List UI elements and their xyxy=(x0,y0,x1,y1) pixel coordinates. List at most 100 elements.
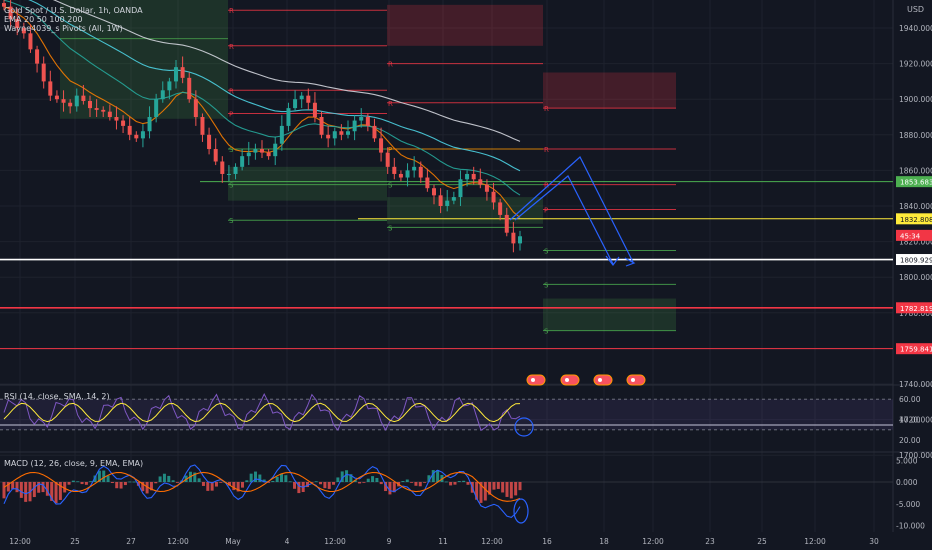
macd-histogram-bar[interactable] xyxy=(128,481,132,483)
macd-histogram-bar[interactable] xyxy=(58,482,62,500)
candle-body[interactable] xyxy=(74,95,79,107)
macd-histogram-bar[interactable] xyxy=(336,477,340,482)
projection-path-outer[interactable] xyxy=(509,156,634,263)
macd-histogram-bar[interactable] xyxy=(89,481,93,482)
macd-highlight-circle[interactable] xyxy=(513,498,529,524)
candle-body[interactable] xyxy=(359,117,364,121)
macd-histogram-bar[interactable] xyxy=(414,482,418,486)
macd-histogram-bar[interactable] xyxy=(171,480,175,482)
candle-body[interactable] xyxy=(279,125,284,144)
candle-body[interactable] xyxy=(61,99,66,103)
macd-histogram-bar[interactable] xyxy=(219,482,223,483)
macd-histogram-bar[interactable] xyxy=(453,482,457,485)
macd-histogram-bar[interactable] xyxy=(97,470,101,482)
macd-histogram-bar[interactable] xyxy=(518,482,522,491)
candle-body[interactable] xyxy=(260,149,264,153)
macd-histogram-bar[interactable] xyxy=(67,482,71,485)
macd-signal-line[interactable] xyxy=(3,471,521,502)
candle-body[interactable] xyxy=(465,173,470,180)
candle-body[interactable] xyxy=(68,102,73,107)
macd-histogram-bar[interactable] xyxy=(80,482,84,485)
candle-body[interactable] xyxy=(107,111,112,117)
horizontal-levels[interactable] xyxy=(0,181,893,426)
candle-body[interactable] xyxy=(15,19,20,28)
macd-histogram-bar[interactable] xyxy=(214,482,218,487)
macd-histogram-bar[interactable] xyxy=(501,482,505,493)
candle-body[interactable] xyxy=(326,134,331,139)
macd-histogram-bar[interactable] xyxy=(371,476,375,482)
economic-event-icon[interactable] xyxy=(526,374,546,386)
macd-histogram-bar[interactable] xyxy=(475,482,479,500)
macd-histogram-bar[interactable] xyxy=(132,481,136,483)
rsi-highlight-circle[interactable] xyxy=(514,417,534,437)
macd-histogram-bar[interactable] xyxy=(19,482,23,498)
macd-histogram-bar[interactable] xyxy=(76,481,80,483)
macd-histogram-bar[interactable] xyxy=(345,470,349,482)
user-drawings[interactable] xyxy=(509,156,636,267)
candle-body[interactable] xyxy=(398,173,403,178)
macd-histogram-bar[interactable] xyxy=(427,475,431,482)
macd-histogram-bar[interactable] xyxy=(253,471,257,482)
candle-body[interactable] xyxy=(48,81,53,96)
economic-event-icon[interactable] xyxy=(560,374,580,386)
macd-histogram-bar[interactable] xyxy=(280,473,284,482)
candle-body[interactable] xyxy=(306,95,311,103)
macd-histogram-bar[interactable] xyxy=(353,479,357,482)
rsi-signal-line[interactable] xyxy=(3,402,521,423)
macd-histogram-bar[interactable] xyxy=(271,480,275,482)
candle-body[interactable] xyxy=(187,77,192,100)
macd-histogram-bar[interactable] xyxy=(236,482,240,492)
candle-body[interactable] xyxy=(193,99,198,117)
candle-body[interactable] xyxy=(174,67,178,82)
macd-histogram-bar[interactable] xyxy=(258,474,262,482)
candle-body[interactable] xyxy=(240,156,245,167)
macd-histogram-bar[interactable] xyxy=(410,482,414,483)
candle-body[interactable] xyxy=(233,166,238,174)
candle-body[interactable] xyxy=(207,134,212,150)
candle-body[interactable] xyxy=(445,200,450,206)
candle-body[interactable] xyxy=(246,152,251,157)
macd-histogram-bar[interactable] xyxy=(314,481,318,483)
candle-body[interactable] xyxy=(392,166,397,174)
candle-body[interactable] xyxy=(127,125,132,135)
macd-histogram-bar[interactable] xyxy=(284,475,288,482)
macd-histogram-bar[interactable] xyxy=(509,482,513,499)
macd-histogram-bar[interactable] xyxy=(197,478,201,482)
candle-body[interactable] xyxy=(140,131,145,139)
macd-histogram-bar[interactable] xyxy=(496,482,500,489)
candle-body[interactable] xyxy=(438,195,443,206)
macd-histogram-bar[interactable] xyxy=(431,470,435,482)
macd-histogram-bar[interactable] xyxy=(175,482,179,483)
candle-body[interactable] xyxy=(81,95,86,101)
macd-histogram-bar[interactable] xyxy=(310,482,314,483)
macd-histogram-bar[interactable] xyxy=(379,482,383,485)
candle-body[interactable] xyxy=(299,95,304,100)
macd-histogram-bar[interactable] xyxy=(267,482,271,483)
macd-histogram-bar[interactable] xyxy=(384,482,388,492)
candle-body[interactable] xyxy=(114,117,119,121)
macd-histogram-bar[interactable] xyxy=(449,482,453,486)
candle-body[interactable] xyxy=(88,100,92,109)
macd-histogram-bar[interactable] xyxy=(392,482,396,493)
candle-body[interactable] xyxy=(253,149,258,153)
candle-body[interactable] xyxy=(471,173,476,180)
candle-body[interactable] xyxy=(28,33,33,50)
macd-histogram-bar[interactable] xyxy=(54,482,58,504)
macd-histogram-bar[interactable] xyxy=(362,482,366,483)
arrow-head[interactable] xyxy=(624,257,636,267)
candle-body[interactable] xyxy=(491,191,496,203)
macd-histogram-bar[interactable] xyxy=(245,480,249,482)
candle-body[interactable] xyxy=(412,166,417,171)
arrow-head[interactable] xyxy=(605,255,620,266)
candle-body[interactable] xyxy=(286,108,291,126)
macd-histogram-bar[interactable] xyxy=(115,482,119,489)
macd-histogram-bar[interactable] xyxy=(444,481,448,483)
macd-histogram-bar[interactable] xyxy=(306,482,310,488)
candle-body[interactable] xyxy=(180,67,185,78)
macd-histogram-bar[interactable] xyxy=(24,482,28,502)
macd-histogram-bar[interactable] xyxy=(63,482,67,493)
macd-histogram-bar[interactable] xyxy=(457,481,461,482)
macd-histogram-bar[interactable] xyxy=(210,482,214,491)
macd-histogram-bar[interactable] xyxy=(11,482,15,490)
